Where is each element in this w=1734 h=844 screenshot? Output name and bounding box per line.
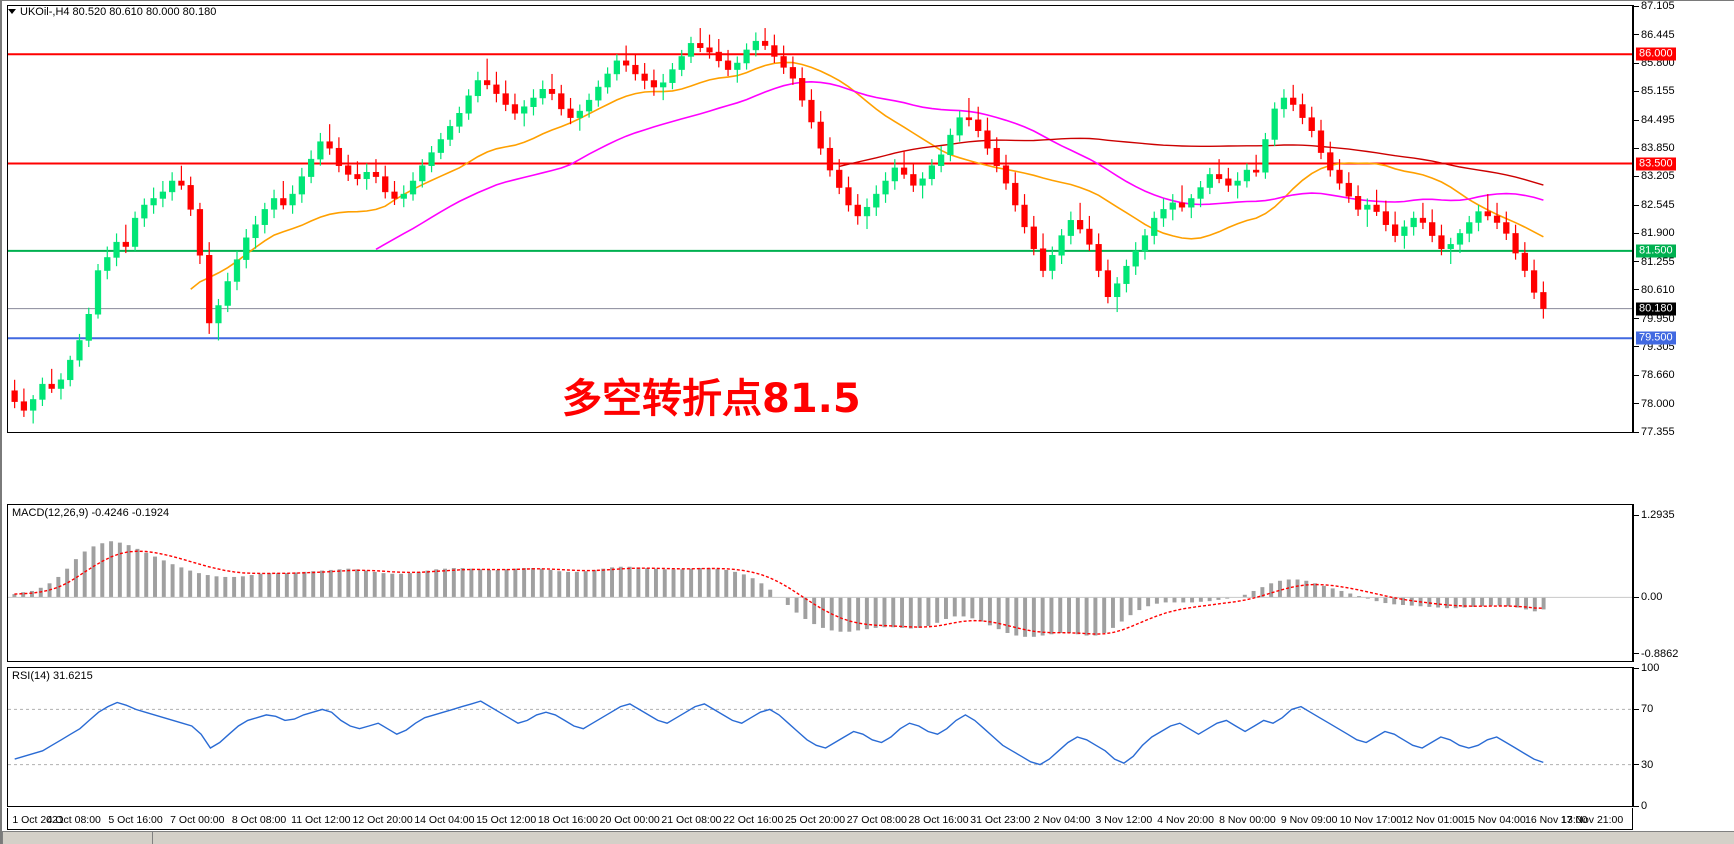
candle-series — [11, 28, 1547, 424]
time-label: 17 Nov 21:00 — [1560, 814, 1624, 826]
status-bar — [2, 831, 1734, 844]
price-tick: 82.545 — [1634, 199, 1675, 211]
time-label: 8 Oct 08:00 — [231, 814, 287, 826]
rsi-tick: 30 — [1634, 759, 1653, 771]
time-label: 4 Oct 08:00 — [46, 814, 101, 826]
price-tick: 78.660 — [1634, 369, 1675, 381]
time-label: 20 Oct 00:00 — [599, 814, 660, 826]
rsi-label: RSI(14) 31.6215 — [12, 670, 93, 682]
macd-chart-svg — [8, 541, 1632, 637]
rsi-axis: 100 70 30 0 — [1633, 662, 1733, 812]
time-label: 12 Nov 01:00 — [1401, 814, 1464, 826]
symbol-ohlc-label: UKOil-,H4 80.520 80.610 80.000 80.180 — [20, 6, 217, 18]
price-tag-86-000[interactable]: 86.000 — [1636, 47, 1676, 61]
time-label: 5 Oct 16:00 — [108, 814, 163, 826]
ma-slow-line — [839, 137, 1544, 186]
price-chart-svg — [8, 28, 1632, 424]
macd-tick: -0.8862 — [1634, 648, 1678, 660]
time-label: 4 Nov 20:00 — [1157, 814, 1214, 826]
macd-tick: 0.00 — [1634, 591, 1662, 603]
time-label: 15 Nov 04:00 — [1463, 814, 1526, 826]
time-label: 11 Oct 12:00 — [291, 814, 351, 826]
rsi-tick: 100 — [1634, 662, 1659, 674]
time-label: 2 Nov 04:00 — [1033, 814, 1091, 826]
rsi-line — [14, 700, 1544, 766]
chart-annotation: 多空转折点81.5 — [562, 376, 861, 422]
time-label: 8 Nov 00:00 — [1219, 814, 1276, 826]
rsi-tick: 70 — [1634, 703, 1653, 715]
rsi-pane[interactable]: RSI(14) 31.6215 — [7, 667, 1633, 807]
price-tick: 80.610 — [1634, 284, 1675, 296]
macd-pane[interactable]: MACD(12,26,9) -0.4246 -0.1924 — [7, 504, 1633, 662]
time-label: 21 Oct 08:00 — [661, 814, 722, 826]
rsi-chart-svg — [8, 700, 1632, 766]
macd-histogram — [12, 541, 1546, 637]
price-tick: 87.105 — [1634, 0, 1675, 12]
macd-signal-line — [14, 550, 1544, 635]
time-label: 12 Oct 20:00 — [352, 814, 413, 826]
symbol-dropdown-arrow-icon[interactable] — [8, 9, 16, 14]
time-label: 22 Oct 16:00 — [723, 814, 784, 826]
time-label: 28 Oct 16:00 — [908, 814, 969, 826]
price-tick: 86.445 — [1634, 29, 1675, 41]
price-tick: 78.000 — [1634, 398, 1675, 410]
time-label: 27 Oct 08:00 — [846, 814, 907, 826]
time-label: 14 Oct 04:00 — [414, 814, 475, 826]
time-label: 7 Oct 00:00 — [170, 814, 225, 826]
time-label: 16 Nov 13:00 — [1524, 814, 1588, 826]
price-tag-79-500[interactable]: 79.500 — [1636, 331, 1676, 345]
time-label: 3 Nov 12:00 — [1095, 814, 1153, 826]
time-axis[interactable]: 1 Oct 2021 4 Oct 08:00 5 Oct 16:00 7 Oct 00… — [7, 808, 1633, 830]
time-label: 18 Oct 16:00 — [537, 814, 598, 826]
price-tag-83-500[interactable]: 83.500 — [1636, 157, 1676, 170]
status-cell-2 — [152, 832, 753, 844]
status-cell-1 — [2, 832, 153, 844]
price-tick: 83.205 — [1634, 170, 1675, 182]
rsi-tick: 0 — [1634, 800, 1647, 812]
price-tag-80-180[interactable]: 80.180 — [1636, 302, 1676, 316]
price-tick: 77.355 — [1634, 426, 1675, 438]
price-tick: 84.495 — [1634, 114, 1675, 126]
time-label: 25 Oct 20:00 — [784, 814, 846, 826]
macd-tick: 1.2935 — [1634, 509, 1675, 521]
price-axis[interactable]: 87.105 86.445 85.800 85.155 84.495 83.850 83.2… — [1633, 0, 1733, 438]
macd-label: MACD(12,26,9) -0.4246 -0.1924 — [12, 507, 170, 519]
price-pane[interactable] — [7, 5, 1633, 433]
time-label: 9 Nov 09:00 — [1280, 814, 1338, 826]
price-tag-81-500[interactable]: 81.500 — [1636, 244, 1676, 258]
price-tick: 83.850 — [1634, 142, 1675, 154]
macd-axis: 1.2935 0.00 -0.8862 — [1633, 504, 1733, 662]
price-tick: 81.255 — [1634, 256, 1675, 268]
price-tick: 81.900 — [1634, 227, 1675, 239]
time-label: 1 Oct 2021 — [12, 814, 64, 826]
time-label: 15 Oct 12:00 — [476, 814, 537, 826]
price-tick: 79.950 — [1634, 313, 1675, 325]
price-tick: 85.155 — [1634, 85, 1675, 97]
time-label: 31 Oct 23:00 — [970, 814, 1031, 826]
time-label: 10 Nov 17:00 — [1339, 814, 1403, 826]
ma-mid-line — [375, 80, 1544, 250]
